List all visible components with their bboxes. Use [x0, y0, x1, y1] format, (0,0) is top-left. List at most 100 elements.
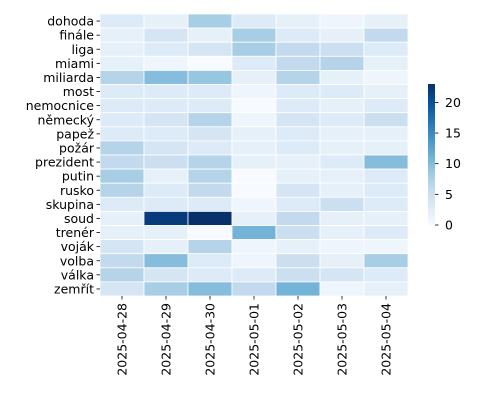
heatmap-cell [319, 196, 365, 212]
heatmap-cell [319, 182, 365, 198]
colorbar-strip [428, 144, 435, 147]
y-tick-label: papež [56, 126, 94, 141]
y-tick-label: most [63, 84, 94, 99]
heatmap-cell [275, 225, 321, 241]
colorbar-strip [428, 102, 435, 105]
y-tick-label: miliarda [43, 70, 94, 85]
heatmap-cell [275, 41, 321, 57]
heatmap-cell [99, 225, 145, 241]
y-tick-label: rusko [60, 183, 94, 198]
heatmap-cell [275, 168, 321, 184]
colorbar-strip [428, 95, 435, 98]
colorbar-strip [428, 100, 435, 103]
heatmap-cell [143, 98, 189, 114]
y-tick-label: soud [64, 211, 94, 226]
heatmap-cell [99, 267, 145, 283]
heatmap-cell [99, 41, 145, 57]
heatmap-cell [143, 196, 189, 212]
colorbar-tick-label: 20 [445, 95, 461, 110]
colorbar-strip [428, 96, 435, 99]
heatmap-cell [319, 267, 365, 283]
colorbar-strip [428, 133, 435, 136]
heatmap-cell [275, 281, 321, 297]
colorbar-tick-label: 5 [445, 187, 453, 202]
heatmap-cell [99, 210, 145, 226]
heatmap-cell [275, 140, 321, 156]
colorbar-strip [428, 116, 435, 119]
heatmap-cell [143, 253, 189, 269]
heatmap-cell [231, 253, 277, 269]
heatmap-cell [187, 182, 233, 198]
x-tick-label: 2025-04-29 [159, 303, 174, 376]
heatmap-cell [363, 55, 409, 71]
heatmap-cell [231, 210, 277, 226]
heatmap-cell [275, 13, 321, 29]
colorbar-strip [428, 178, 435, 181]
heatmap-cell [231, 98, 277, 114]
heatmap-cell [319, 281, 365, 297]
heatmap-cell [363, 41, 409, 57]
colorbar-strip [428, 109, 435, 112]
colorbar-strip [428, 223, 435, 226]
colorbar-strip [428, 185, 435, 188]
y-tick-label: požár [59, 140, 95, 155]
colorbar: 0 5 10 15 20 [428, 84, 461, 233]
colorbar-strip [428, 134, 435, 137]
heatmap-cell [275, 182, 321, 198]
heatmap-cell [143, 140, 189, 156]
heatmap-cell [99, 196, 145, 212]
colorbar-strip [428, 217, 435, 220]
heatmap-cell [363, 70, 409, 85]
heatmap-cell [363, 225, 409, 241]
heatmap-cell [187, 253, 233, 269]
colorbar-strip [428, 158, 435, 161]
colorbar-strip [428, 119, 435, 122]
heatmap-cell [275, 55, 321, 71]
colorbar-strip [428, 164, 435, 167]
colorbar-strip [428, 148, 435, 151]
colorbar-strip [428, 160, 435, 162]
heatmap-cell [143, 154, 189, 170]
heatmap-cell [143, 126, 189, 142]
colorbar-strip [428, 122, 435, 124]
heatmap-cell [143, 210, 189, 226]
heatmap-cell [143, 13, 189, 29]
y-tick-label: liga [71, 42, 94, 57]
colorbar-strip [428, 151, 435, 154]
heatmap-cell [363, 281, 409, 297]
heatmap-cell [99, 281, 145, 297]
heatmap-cell [231, 168, 277, 184]
heatmap-cell [275, 210, 321, 226]
colorbar-strip [428, 195, 435, 198]
heatmap-cell [99, 98, 145, 114]
heatmap-cell [231, 225, 277, 241]
colorbar-strip [428, 182, 435, 185]
colorbar-strip [428, 188, 435, 191]
colorbar-strip [428, 202, 435, 205]
colorbar-strip [428, 136, 435, 138]
y-axis-labels: dohodafináleligamiamimiliardamostnemocni… [26, 14, 100, 296]
heatmap-cell [231, 27, 277, 43]
colorbar-strip [428, 86, 435, 89]
heatmap-cell [143, 267, 189, 283]
heatmap-cell [363, 98, 409, 114]
colorbar-strip [428, 154, 435, 157]
heatmap-cell [99, 154, 145, 170]
heatmap-cell [187, 13, 233, 29]
heatmap-cell [363, 210, 409, 226]
colorbar-strip [428, 203, 435, 206]
heatmap-cell [187, 281, 233, 297]
colorbar-strip [428, 170, 435, 172]
y-tick-label: německý [37, 112, 94, 127]
heatmap-cell [143, 281, 189, 297]
colorbar-strip [428, 186, 435, 189]
colorbar-strip [428, 84, 435, 86]
y-tick-label: finále [59, 28, 94, 43]
heatmap-cell [231, 126, 277, 142]
colorbar-strip [428, 167, 435, 169]
colorbar-strip [428, 140, 435, 143]
y-tick-label: trenér [56, 225, 95, 240]
colorbar-strip [428, 210, 435, 213]
heatmap-cell [319, 154, 365, 170]
heatmap-cell [143, 239, 189, 255]
